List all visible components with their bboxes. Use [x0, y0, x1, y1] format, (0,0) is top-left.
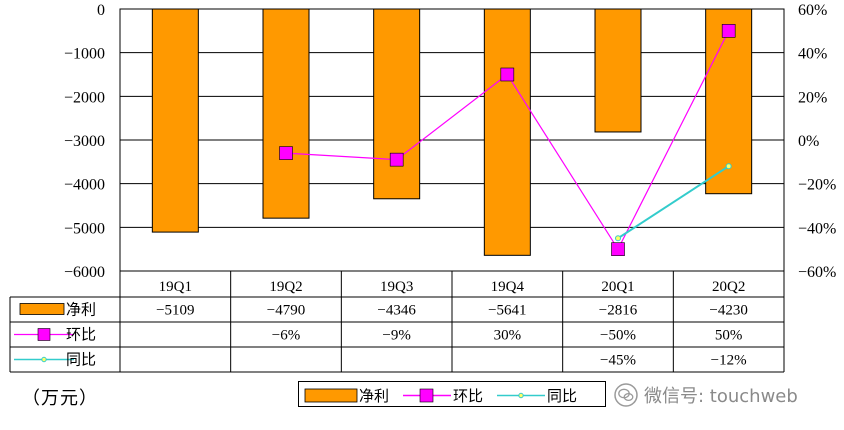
left-tick-label: −3000	[64, 133, 105, 150]
right-tick-label: 60%	[798, 2, 827, 19]
category-label: 19Q4	[491, 279, 525, 295]
bar-19Q1	[151, 8, 199, 233]
data-label: −50%	[600, 328, 636, 344]
row-label-环比: 环比	[66, 326, 96, 344]
row-key-同比	[41, 356, 47, 363]
legend-label-环比: 环比	[453, 387, 483, 405]
bars	[151, 8, 753, 256]
data-label: −4790	[267, 303, 305, 319]
right-tick-label: 0%	[798, 133, 819, 150]
point-环比-20Q2	[721, 24, 736, 38]
data-label: −4230	[709, 303, 747, 319]
left-tick-label: −6000	[64, 264, 105, 281]
data-label: −5641	[488, 303, 526, 319]
right-axis-ticks: 60% 40% 20% 0% −20% −40% −60%	[798, 2, 836, 281]
left-tick-label: −1000	[64, 46, 105, 63]
right-tick-label: 40%	[798, 46, 827, 63]
bar-20Q2	[705, 8, 753, 195]
series-lines	[279, 24, 736, 256]
data-label: −2816	[599, 303, 638, 319]
wechat-icon	[614, 383, 638, 407]
left-tick-label: 0	[97, 2, 105, 19]
bar-19Q2	[262, 8, 310, 219]
right-tick-label: −20%	[798, 177, 836, 194]
data-label: −45%	[600, 353, 636, 369]
legend-key-净利	[304, 388, 358, 403]
left-tick-label: −5000	[64, 220, 105, 237]
right-tick-label: −60%	[798, 264, 836, 281]
bar-20Q1	[594, 8, 642, 133]
legend-key-环比	[419, 388, 434, 403]
watermark: 微信号: touchweb	[614, 382, 798, 408]
watermark-text: 微信号: touchweb	[644, 386, 798, 407]
data-label: 30%	[494, 328, 522, 344]
data-label: −6%	[272, 328, 300, 344]
point-环比-20Q1	[611, 242, 625, 256]
data-table: 19Q1 19Q2 19Q3 19Q4 20Q1 20Q2 净利 −5109 −4790 −434…	[9, 271, 785, 373]
legend-key-同比	[518, 392, 524, 399]
row-key-净利	[19, 303, 65, 315]
category-label: 19Q3	[380, 279, 413, 295]
row-key-环比	[37, 328, 51, 341]
bar-19Q3	[373, 8, 421, 200]
legend: 净利 环比 同比	[298, 381, 606, 407]
left-axis-ticks: 0 −1000 −2000 −3000 −4000 −5000 −6000	[64, 2, 105, 281]
data-label: −12%	[711, 353, 747, 369]
category-label: 20Q1	[601, 279, 634, 295]
bar-19Q4	[483, 8, 531, 256]
data-label: 50%	[715, 328, 743, 344]
legend-label-同比: 同比	[547, 387, 577, 405]
point-环比-19Q4	[500, 67, 515, 82]
point-环比-19Q3	[389, 152, 404, 167]
line-series-同比	[617, 165, 730, 240]
legend-svg: 净利 环比 同比	[304, 387, 577, 405]
data-label: −9%	[382, 328, 410, 344]
left-tick-label: −2000	[64, 89, 105, 106]
row-label-同比: 同比	[66, 351, 96, 369]
category-label: 20Q2	[712, 279, 745, 295]
data-label: −4346	[377, 303, 416, 319]
point-同比-20Q2	[725, 163, 732, 170]
row-label-净利: 净利	[66, 301, 96, 319]
right-tick-label: 20%	[798, 89, 827, 106]
data-label: −5109	[156, 303, 194, 319]
point-环比-19Q2	[279, 146, 293, 160]
right-tick-label: −40%	[798, 220, 836, 237]
left-tick-label: −4000	[64, 177, 105, 194]
legend-label-净利: 净利	[359, 387, 389, 405]
gridlines	[120, 8, 784, 272]
category-label: 19Q2	[269, 279, 302, 295]
point-同比-20Q1	[615, 235, 621, 242]
unit-label: （万元）	[22, 388, 98, 409]
category-label: 19Q1	[159, 279, 192, 295]
